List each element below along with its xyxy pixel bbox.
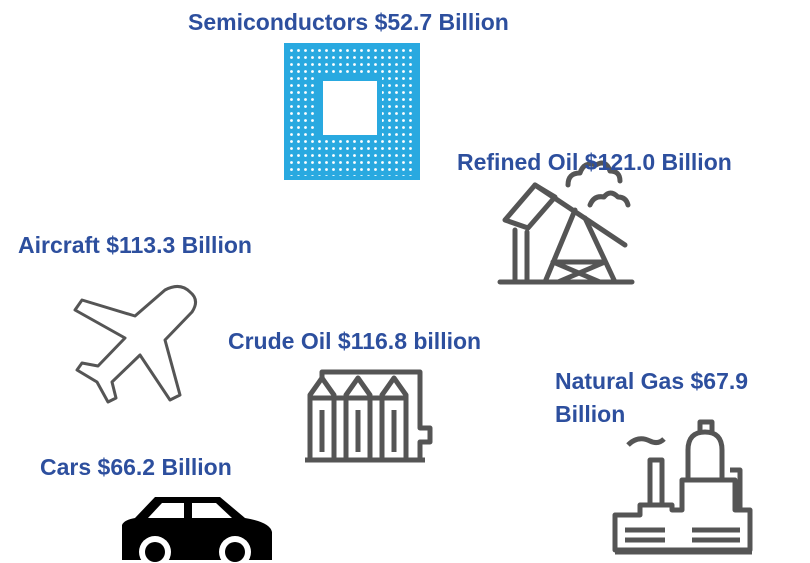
label: Aircraft $113.3 Billion <box>18 232 252 258</box>
chip-icon <box>284 43 420 180</box>
label: Semiconductors $52.7 Billion <box>188 9 509 35</box>
label: Crude Oil $116.8 billion <box>228 328 482 354</box>
pump-jack-icon <box>497 160 635 285</box>
plane-icon <box>73 285 197 404</box>
label: Natural Gas $67.9 Billion <box>555 368 749 427</box>
label: Cars $66.2 Billion <box>40 454 232 480</box>
label: Refined Oil $121.0 Billion <box>457 149 732 175</box>
refinery-icon <box>612 419 753 555</box>
silos-icon <box>305 369 433 463</box>
car-icon <box>122 497 272 563</box>
